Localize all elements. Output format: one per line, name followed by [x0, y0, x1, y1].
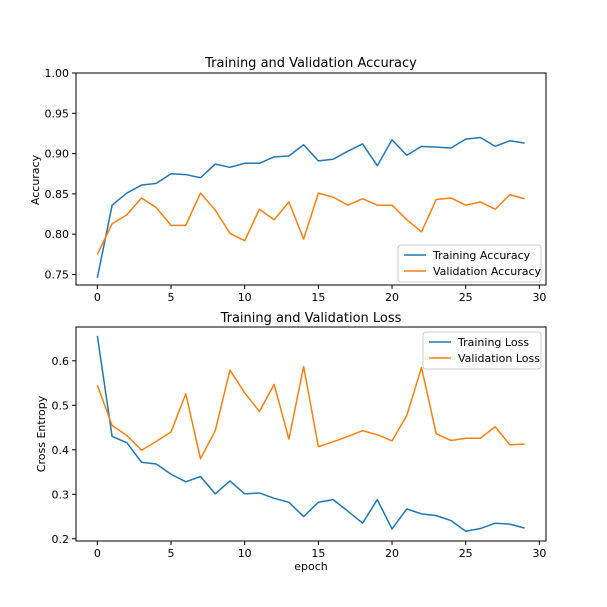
loss-x-tick-label: 30 — [532, 547, 546, 560]
loss-y-tick-label: 0.6 — [52, 355, 70, 368]
accuracy-subplot: Training and Validation Accuracy Accurac… — [29, 56, 547, 304]
legend-validation-loss-label: Validation Loss — [458, 352, 540, 365]
accuracy-y-tick-label: 0.75 — [45, 269, 70, 282]
validation-accuracy-line — [96, 192, 525, 255]
accuracy-y-axis-label: Accuracy — [29, 154, 42, 205]
loss-y-tick-label: 0.4 — [52, 444, 70, 457]
accuracy-axes-frame — [75, 72, 547, 286]
accuracy-x-tick-label: 5 — [168, 291, 175, 304]
loss-chart-title: Training and Validation Loss — [220, 311, 402, 326]
loss-y-tick-label: 0.3 — [52, 488, 70, 501]
loss-x-tick-label: 20 — [385, 547, 399, 560]
training-accuracy-line — [96, 136, 525, 278]
validation-loss-line — [96, 365, 525, 460]
loss-subplot: Training and Validation Loss Cross Entro… — [35, 311, 547, 573]
accuracy-x-tick-label: 10 — [238, 291, 252, 304]
accuracy-x-tick-label: 30 — [532, 291, 546, 304]
accuracy-chart-title: Training and Validation Accuracy — [204, 56, 417, 71]
legend-training-accuracy-label: Training Accuracy — [432, 249, 531, 262]
loss-y-tick-label: 0.5 — [52, 399, 70, 412]
loss-y-axis-label: Cross Entropy — [35, 395, 48, 472]
accuracy-y-tick-label: 0.80 — [45, 228, 70, 241]
accuracy-y-tick-label: 0.95 — [45, 107, 70, 120]
training-loss-line — [96, 335, 525, 532]
accuracy-legend: Training Accuracy Validation Accuracy — [397, 244, 542, 283]
accuracy-x-tick-label: 0 — [94, 291, 101, 304]
loss-legend: Training Loss Validation Loss — [422, 331, 542, 370]
loss-x-tick-label: 5 — [168, 547, 175, 560]
loss-legend-box — [422, 331, 542, 370]
legend-training-loss-label: Training Loss — [457, 336, 529, 349]
loss-x-tick-label: 25 — [459, 547, 473, 560]
loss-y-tick-label: 0.2 — [52, 533, 70, 546]
accuracy-x-tick-label: 20 — [385, 291, 399, 304]
legend-validation-accuracy-label: Validation Accuracy — [433, 265, 542, 278]
loss-x-tick-label: 10 — [238, 547, 252, 560]
accuracy-x-tick-label: 15 — [311, 291, 325, 304]
accuracy-y-tick-label: 0.85 — [45, 188, 70, 201]
accuracy-y-tick-label: 1.00 — [45, 67, 70, 80]
loss-axes-frame — [75, 326, 547, 542]
accuracy-y-tick-label: 0.90 — [45, 148, 70, 161]
accuracy-legend-box — [397, 244, 542, 283]
loss-x-tick-label: 15 — [311, 547, 325, 560]
loss-x-tick-label: 0 — [94, 547, 101, 560]
loss-x-axis-label: epoch — [294, 560, 328, 573]
accuracy-x-tick-label: 25 — [459, 291, 473, 304]
